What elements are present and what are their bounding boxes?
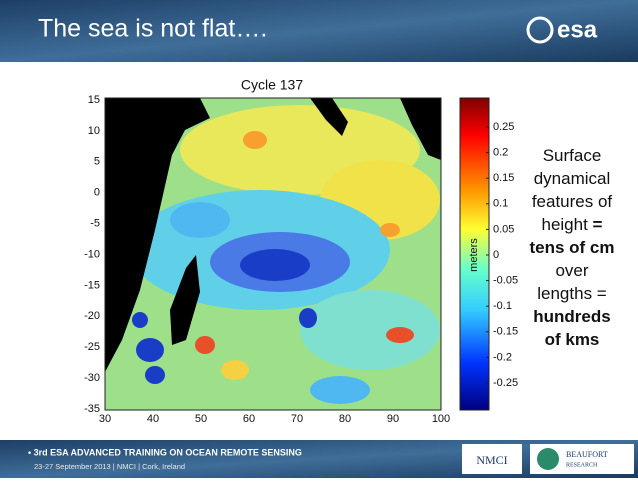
esa-logo: esa bbox=[557, 16, 598, 43]
colorbar-ticks: 0.25 0.2 0.15 0.1 0.05 0 -0.05 -0.1 -0.15 -0.2 -0.… bbox=[486, 121, 518, 389]
ssh-map bbox=[105, 98, 441, 410]
colorbar-tick-label: -0.1 bbox=[493, 300, 512, 312]
header-band bbox=[0, 0, 638, 62]
partner2-sub: RESEARCH bbox=[566, 462, 598, 468]
footer-details: 23-27 September 2013 | NMCI | Cork, Irel… bbox=[34, 462, 185, 471]
y-tick-label: 0 bbox=[94, 187, 100, 199]
caption-text: of kms bbox=[545, 330, 600, 349]
footer-event: • 3rd ESA ADVANCED TRAINING ON OCEAN REM… bbox=[28, 447, 302, 457]
colorbar-label: meters bbox=[468, 238, 480, 272]
caption-text: = bbox=[593, 215, 603, 234]
colorbar-tick-label: 0.05 bbox=[493, 223, 514, 235]
x-tick-label: 80 bbox=[339, 413, 351, 425]
slide-title: The sea is not flat…. bbox=[38, 15, 267, 43]
y-tick-label: 15 bbox=[88, 94, 100, 106]
colorbar-tick-label: -0.05 bbox=[493, 275, 518, 287]
colorbar-tick-label: 0.25 bbox=[493, 121, 514, 133]
x-tick-label: 90 bbox=[387, 413, 399, 425]
x-tick-label: 40 bbox=[147, 413, 159, 425]
colorbar-tick-label: 0.15 bbox=[493, 172, 514, 184]
partner1-box bbox=[462, 444, 522, 474]
y-tick-label: -25 bbox=[84, 341, 100, 353]
colorbar bbox=[459, 97, 490, 411]
x-tick-label: 50 bbox=[195, 413, 207, 425]
colorbar-tick-label: -0.25 bbox=[493, 377, 518, 389]
partner1: NMCI bbox=[476, 453, 507, 467]
x-tick-label: 100 bbox=[432, 413, 450, 425]
colorbar-tick-label: 0.2 bbox=[493, 147, 508, 159]
caption-text: lengths = bbox=[537, 284, 607, 303]
x-tick-label: 60 bbox=[243, 413, 255, 425]
y-tick-label: -15 bbox=[84, 279, 100, 291]
caption-text: hundreds bbox=[533, 307, 610, 326]
colorbar-tick-label: 0 bbox=[493, 249, 499, 261]
colorbar-tick-label: -0.2 bbox=[493, 351, 512, 363]
caption-text: height bbox=[542, 215, 593, 234]
esa-logo-mark bbox=[526, 16, 554, 44]
y-tick-label: 10 bbox=[88, 125, 100, 137]
caption-text: Surface bbox=[543, 146, 602, 165]
y-tick-label: -5 bbox=[90, 218, 100, 230]
caption-text: dynamical bbox=[534, 169, 611, 188]
colorbar-tick-label: 0.1 bbox=[493, 198, 508, 210]
y-tick-label: -35 bbox=[84, 403, 100, 415]
y-tick-label: -30 bbox=[84, 372, 100, 384]
caption-text: tens of cm bbox=[529, 238, 614, 257]
x-tick-label: 70 bbox=[291, 413, 303, 425]
caption-text: over bbox=[555, 261, 588, 280]
y-tick-label: 5 bbox=[94, 156, 100, 168]
map-frame bbox=[104, 97, 442, 411]
x-ticks: 30 40 50 60 70 80 90 100 bbox=[99, 413, 450, 425]
y-ticks: 15 10 5 0 -5 -10 -15 -20 -25 -30 -35 bbox=[84, 94, 100, 415]
y-tick-label: -10 bbox=[84, 248, 100, 260]
y-tick-label: -20 bbox=[84, 310, 100, 322]
caption: Surface dynamical features of height = tens … bbox=[529, 146, 614, 349]
x-tick-label: 30 bbox=[99, 413, 111, 425]
caption-text: features of bbox=[532, 192, 613, 211]
partner2: BEAUFORT bbox=[566, 450, 608, 459]
partner2-mark bbox=[537, 448, 559, 470]
colorbar-tick-label: -0.15 bbox=[493, 326, 518, 338]
figure-title: Cycle 137 bbox=[241, 77, 303, 93]
